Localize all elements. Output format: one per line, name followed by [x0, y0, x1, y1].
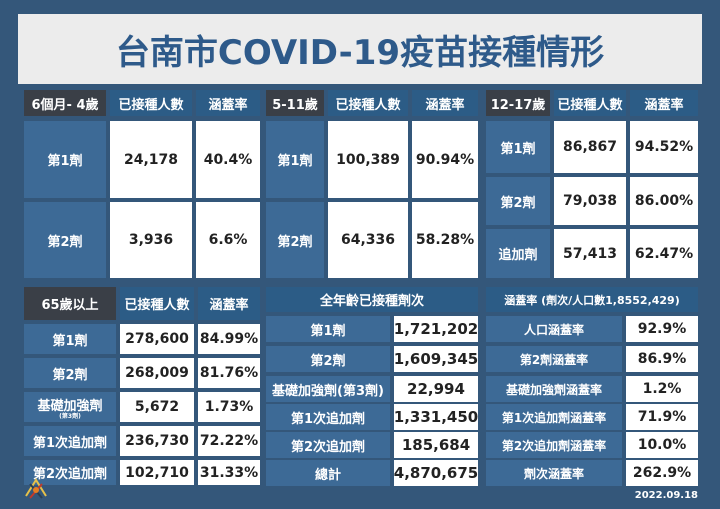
row-label: 第1劑 [266, 316, 390, 342]
row-rate: 72.22% [198, 426, 260, 456]
row-label-booster: 基礎加強劑 (第3劑) [24, 392, 116, 422]
row-rate: 86.9% [626, 346, 698, 372]
table-header-rate: 涵蓋率 [196, 90, 260, 116]
row-label: 第1次追加劑 [24, 426, 116, 456]
row-count: 86,867 [554, 121, 626, 173]
row-label: 追加劑 [486, 229, 550, 278]
row-label: 第2次追加劑 [266, 432, 390, 458]
date-stamp: 2022.09.18 [634, 490, 698, 501]
row-label: 第2劑 [24, 358, 116, 388]
row-label: 第1劑 [24, 324, 116, 354]
row-label: 第1次追加劑涵蓋率 [486, 404, 622, 430]
row-count: 1,721,202 [394, 316, 478, 342]
row-count: 3,936 [110, 202, 192, 278]
row-count: 102,710 [120, 460, 194, 485]
row-count-total: 4,870,675 [394, 460, 478, 486]
row-rate: 90.94% [412, 121, 478, 198]
row-count: 1,609,345 [394, 346, 478, 372]
row-count: 22,994 [394, 376, 478, 402]
row-rate: 81.76% [198, 358, 260, 388]
table-header-age: 65歲以上 [24, 287, 116, 320]
table-header-rate: 涵蓋率 [198, 287, 260, 320]
row-label: 第2劑 [486, 177, 550, 225]
row-rate: 40.4% [196, 121, 260, 198]
row-rate: 86.00% [630, 177, 698, 225]
row-count: 1,331,450 [394, 404, 478, 430]
row-label: 第2劑 [266, 202, 324, 278]
table-header-count: 已接種人數 [554, 90, 626, 116]
table-header: 全年齡已接種劑次 [266, 287, 478, 312]
row-label: 基礎加強劑 [37, 398, 103, 414]
row-label: 第2劑涵蓋率 [486, 346, 622, 372]
row-label-total: 總計 [266, 460, 390, 486]
table-header-age: 6個月- 4歲 [24, 90, 106, 116]
row-count: 278,600 [120, 324, 194, 354]
row-label: 劑次涵蓋率 [486, 460, 622, 486]
row-count: 236,730 [120, 426, 194, 456]
row-label: 第2劑 [266, 346, 390, 372]
tainan-logo-icon [25, 478, 47, 499]
row-label: 基礎加強劑(第3劑) [266, 376, 390, 402]
row-rate: 92.9% [626, 316, 698, 342]
row-count: 5,672 [120, 392, 194, 422]
row-rate: 84.99% [198, 324, 260, 354]
table-header-count: 已接種人數 [120, 287, 194, 320]
row-rate: 31.33% [198, 460, 260, 485]
row-rate: 6.6% [196, 202, 260, 278]
row-count: 185,684 [394, 432, 478, 458]
row-label: 第1劑 [266, 121, 324, 198]
row-sublabel: (第3劑) [59, 412, 81, 420]
row-label: 第1劑 [486, 121, 550, 173]
table-header-count: 已接種人數 [328, 90, 408, 116]
row-label: 第2劑 [24, 202, 106, 278]
row-label: 基礎加強劑涵蓋率 [486, 376, 622, 402]
row-label: 人口涵蓋率 [486, 316, 622, 342]
row-count: 268,009 [120, 358, 194, 388]
table-header-age: 5-11歲 [266, 90, 324, 116]
row-count: 24,178 [110, 121, 192, 198]
row-rate: 262.9% [626, 460, 698, 486]
row-rate: 71.9% [626, 404, 698, 430]
row-label: 第1劑 [24, 121, 106, 198]
row-count: 64,336 [328, 202, 408, 278]
row-rate: 1.73% [198, 392, 260, 422]
row-rate: 1.2% [626, 376, 698, 402]
row-count: 100,389 [328, 121, 408, 198]
table-header-rate: 涵蓋率 [630, 90, 698, 116]
row-rate: 10.0% [626, 432, 698, 458]
table-header-count: 已接種人數 [110, 90, 192, 116]
row-label: 第2次追加劑涵蓋率 [486, 432, 622, 458]
row-label: 第2次追加劑 [24, 460, 116, 485]
row-count: 79,038 [554, 177, 626, 225]
row-rate: 62.47% [630, 229, 698, 278]
table-header: 涵蓋率 (劑次/人口數1,8552,429) [486, 287, 698, 312]
row-rate: 58.28% [412, 202, 478, 278]
table-header-age: 12-17歲 [486, 90, 550, 116]
row-rate: 94.52% [630, 121, 698, 173]
row-count: 57,413 [554, 229, 626, 278]
row-label: 第1次追加劑 [266, 404, 390, 430]
page-title: 台南市COVID-19疫苗接種情形 [115, 32, 605, 73]
table-header-rate: 涵蓋率 [412, 90, 478, 116]
title-banner: 台南市COVID-19疫苗接種情形 [18, 14, 702, 84]
